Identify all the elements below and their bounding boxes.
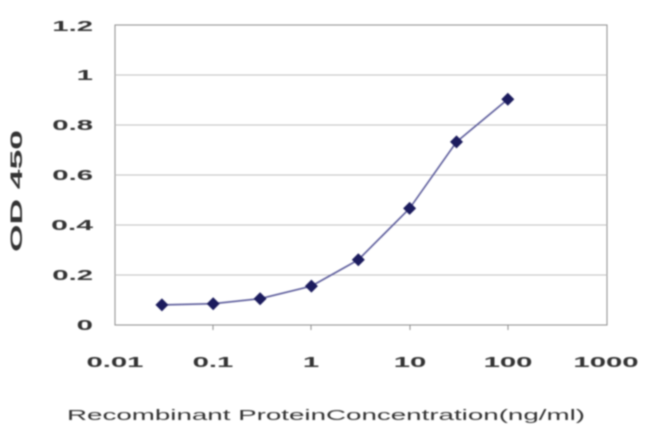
svg-text:1.2: 1.2 [52, 18, 93, 35]
svg-text:1000: 1000 [573, 354, 638, 371]
svg-text:OD 450: OD 450 [7, 130, 26, 252]
svg-text:1: 1 [303, 354, 319, 371]
svg-text:0.8: 0.8 [52, 117, 93, 134]
svg-text:100: 100 [484, 354, 533, 371]
svg-text:10: 10 [394, 354, 427, 371]
svg-text:0.01: 0.01 [87, 354, 144, 371]
svg-text:0.4: 0.4 [51, 217, 94, 234]
svg-text:0.2: 0.2 [52, 267, 93, 284]
svg-text:0.6: 0.6 [52, 167, 93, 184]
svg-text:Recombinant ProteinConcentrati: Recombinant ProteinConcentration(ng/ml) [67, 407, 585, 424]
svg-text:0: 0 [77, 317, 93, 334]
svg-text:0.1: 0.1 [193, 354, 234, 371]
svg-text:1: 1 [77, 67, 93, 84]
